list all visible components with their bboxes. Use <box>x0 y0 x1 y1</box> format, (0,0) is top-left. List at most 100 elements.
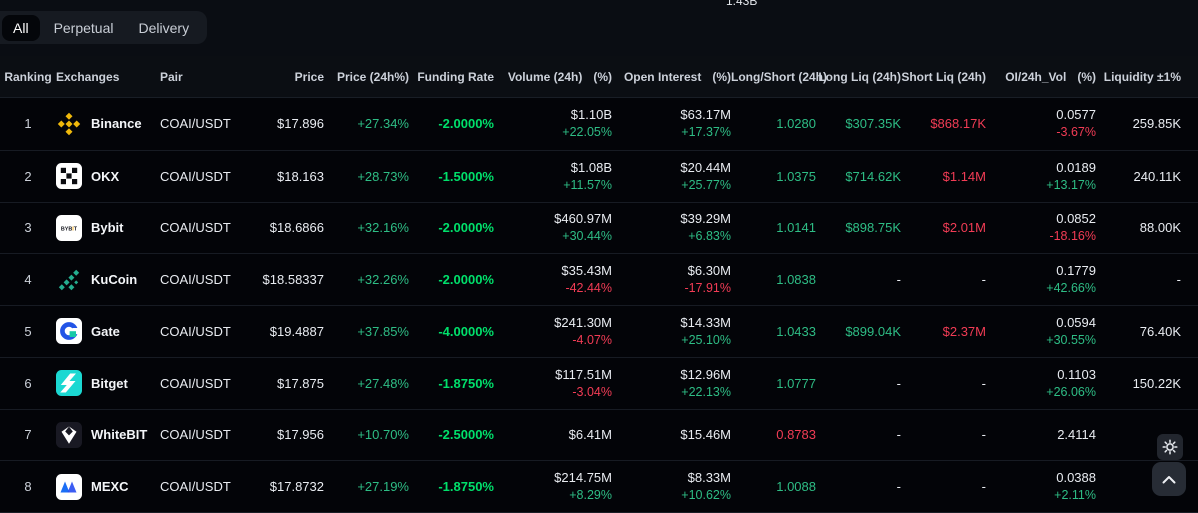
rank-cell: 5 <box>24 323 32 339</box>
price-cell: $17.956 <box>277 427 324 443</box>
rank-cell: 7 <box>24 427 32 443</box>
col-oi-24h-vol-pct-label[interactable]: (%) <box>1077 69 1096 84</box>
col-price[interactable]: Price <box>294 69 324 84</box>
col-open-interest-pct-label[interactable]: (%) <box>712 69 731 84</box>
col-open-interest-label[interactable]: Open Interest <box>623 69 702 84</box>
scroll-to-top-button[interactable] <box>1152 462 1186 496</box>
settings-fab[interactable] <box>1157 434 1183 460</box>
exchange-cell: BYBIT Bybit <box>56 214 160 241</box>
volume-change: +11.57% <box>563 177 612 192</box>
whitebit-logo-icon <box>56 421 82 448</box>
exchange-cell: OKX <box>56 163 160 190</box>
open-interest-value: $6.30M <box>687 263 731 279</box>
pair-cell: COAI/USDT <box>160 479 231 495</box>
oi-vol-value: 0.0189 <box>1056 159 1096 175</box>
col-open-interest: Open Interest (%) <box>612 70 731 84</box>
exchange-name: WhiteBIT <box>91 427 148 443</box>
volume-value: $6.41M <box>568 426 612 442</box>
liquidity-cell: - <box>1176 272 1181 288</box>
col-long-short[interactable]: Long/Short (24h) <box>731 69 827 84</box>
table-row[interactable]: 2 OKX COAI/USDT $18.163 +28.73% -1.5000%… <box>0 149 1198 202</box>
col-oi-24h-vol-label[interactable]: OI/24h_Vol <box>1005 69 1067 84</box>
col-volume-24h: Volume (24h) (%) <box>494 70 612 84</box>
exchange-cell: KuCoin <box>56 267 160 293</box>
long-liq-cell: - <box>896 375 901 391</box>
funding-rate-cell: -4.0000% <box>438 323 494 339</box>
oi-vol-cell: 0.0189 +13.17% <box>986 159 1096 192</box>
short-liq-cell: - <box>981 375 986 391</box>
col-pair[interactable]: Pair <box>160 69 183 84</box>
volume-cell: $6.41M <box>494 426 612 442</box>
pair-cell: COAI/USDT <box>160 220 231 236</box>
col-short-liq[interactable]: Short Liq (24h) <box>901 69 986 84</box>
open-interest-value: $15.46M <box>680 426 731 442</box>
table-row[interactable]: 6 Bitget COAI/USDT $17.875 +27.48% -1.87… <box>0 356 1198 409</box>
gate-logo-icon <box>56 318 82 345</box>
tab-delivery[interactable]: Delivery <box>138 19 190 36</box>
rank-cell: 1 <box>24 116 32 132</box>
volume-value: $214.75M <box>554 470 612 486</box>
col-exchanges[interactable]: Exchanges <box>56 69 120 84</box>
kucoin-logo-icon <box>56 267 82 293</box>
rank-cell: 4 <box>24 272 32 288</box>
long-liq-cell: - <box>896 479 901 495</box>
open-interest-change: +25.10% <box>681 332 731 347</box>
long-liq-cell: $714.62K <box>845 168 901 184</box>
volume-value: $117.51M <box>555 366 612 382</box>
table-row[interactable]: 4 KuCoin COAI/USDT $18.58337 +32.26% -2.… <box>0 253 1198 305</box>
open-interest-change: -17.91% <box>684 281 731 296</box>
open-interest-value: $8.33M <box>687 470 731 486</box>
liquidity-cell: 88.00K <box>1139 220 1181 236</box>
oi-vol-value: 0.0594 <box>1056 314 1096 330</box>
long-liq-cell: $307.35K <box>845 116 901 132</box>
volume-value: $1.10B <box>570 107 612 123</box>
exchange-name: KuCoin <box>91 272 138 288</box>
short-liq-cell: $1.14M <box>942 168 986 184</box>
open-interest-cell: $14.33M +25.10% <box>612 314 731 347</box>
short-liq-cell: $868.17K <box>930 116 986 132</box>
table-row[interactable]: 5 Gate COAI/USDT $19.4887 +37.85% -4.000… <box>0 305 1198 357</box>
col-price-24h[interactable]: Price (24h%) <box>336 69 409 84</box>
open-interest-cell: $63.17M +17.37% <box>612 108 731 139</box>
price-cell: $18.58337 <box>262 272 324 288</box>
col-ranking[interactable]: Ranking <box>4 69 52 84</box>
tab-all[interactable]: All <box>2 14 40 41</box>
tab-perpetual[interactable]: Perpetual <box>53 19 114 36</box>
oi-vol-cell: 0.1103 +26.06% <box>986 367 1096 399</box>
oi-vol-cell: 2.4114 <box>986 427 1096 442</box>
oi-vol-change: -3.67% <box>1056 125 1096 140</box>
table-row[interactable]: 8 MEXC COAI/USDT $17.8732 +27.19% -1.875… <box>0 460 1198 512</box>
col-volume-24h-label[interactable]: Volume (24h) <box>507 69 583 84</box>
mexc-logo-icon <box>56 473 82 500</box>
table-body: 1 Binance COAI/USDT $17.896 +27.34% -2.0… <box>0 98 1198 513</box>
col-funding-rate[interactable]: Funding Rate <box>417 69 494 84</box>
volume-cell: $214.75M +8.29% <box>494 471 612 502</box>
long-liq-cell: $899.04K <box>845 323 901 339</box>
open-interest-cell: $39.29M +6.83% <box>612 212 731 243</box>
volume-cell: $1.08B +11.57% <box>494 160 612 192</box>
rank-cell: 3 <box>24 220 32 236</box>
table-row[interactable]: 7 WhiteBIT COAI/USDT $17.956 +10.70% -2.… <box>0 408 1198 461</box>
col-long-liq[interactable]: Long Liq (24h) <box>818 69 901 84</box>
col-volume-pct-label[interactable]: (%) <box>593 69 612 84</box>
liquidity-cell: 259.85K <box>1132 116 1181 132</box>
oi-vol-change: -18.16% <box>1049 229 1096 244</box>
funding-rate-cell: -1.5000% <box>438 168 494 184</box>
open-interest-change: +17.37% <box>681 125 731 140</box>
svg-text:BYBIT: BYBIT <box>61 226 78 232</box>
exchange-name: Gate <box>91 323 120 339</box>
table-row[interactable]: 3 BYBIT Bybit COAI/USDT $18.6866 +32.16%… <box>0 201 1198 254</box>
volume-change: -42.44% <box>565 281 612 296</box>
gear-icon <box>1162 439 1178 455</box>
long-liq-cell: - <box>896 272 901 288</box>
col-oi-24h-vol: OI/24h_Vol (%) <box>986 70 1096 84</box>
col-liquidity[interactable]: Liquidity ±1% <box>1103 69 1181 84</box>
volume-value: $460.97M <box>554 211 612 227</box>
open-interest-value: $14.33M <box>680 314 731 330</box>
long-short-cell: 1.0777 <box>776 375 816 391</box>
table-row[interactable]: 1 Binance COAI/USDT $17.896 +27.34% -2.0… <box>0 98 1198 150</box>
long-short-cell: 1.0280 <box>776 116 816 132</box>
pair-cell: COAI/USDT <box>160 323 231 339</box>
oi-vol-change: +26.06% <box>1046 384 1096 399</box>
